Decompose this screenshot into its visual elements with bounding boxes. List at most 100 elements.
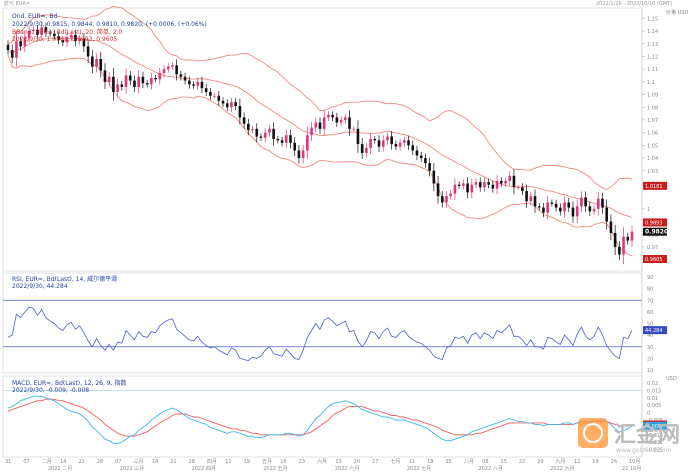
- time-tick-label: 15: [501, 459, 507, 465]
- macd-value-tag: -0.009: [645, 424, 661, 430]
- time-tick-label: 六月: [317, 458, 327, 465]
- candle-body: [230, 102, 233, 108]
- macd-tick-label: 0.02: [647, 381, 658, 387]
- candle-body: [613, 232, 617, 247]
- candle-body: [521, 187, 524, 192]
- candle-body: [23, 37, 27, 47]
- price-tick-label: 1.08: [647, 105, 658, 111]
- candle-body: [550, 202, 554, 204]
- watermark: 汇金网 www.gold678.com: [578, 418, 680, 454]
- legend-bband: BBand, EUR=, Bd(Last), 20, 简单, 2.0: [12, 28, 122, 36]
- last-price-tag-box: [643, 227, 667, 236]
- candle-body: [44, 27, 48, 33]
- candle-body: [217, 95, 221, 101]
- price-tick-label: 1: [647, 207, 650, 213]
- candle-body: [57, 36, 60, 40]
- candle-body: [390, 136, 393, 145]
- candle-body: [213, 95, 216, 97]
- rsi-last-tag-box: [643, 326, 667, 335]
- time-month-label: 22 10月: [622, 466, 641, 472]
- candle-body: [225, 103, 229, 108]
- price-tick-label: 1.12: [647, 54, 658, 60]
- candle-body: [403, 140, 406, 143]
- candle-body: [415, 150, 419, 156]
- candle-body: [596, 198, 600, 209]
- time-tick-label: 21: [170, 459, 176, 465]
- candle-body: [19, 41, 22, 47]
- time-tick-label: 23: [299, 459, 305, 465]
- macd-axis-title: USD: [666, 376, 677, 382]
- candle-body: [297, 150, 301, 159]
- time-tick-label: 三月: [133, 459, 143, 465]
- legend-ohlc: 2022/9/30, 0.9815, 0.9844, 0.9810, 0.982…: [12, 21, 207, 28]
- candle-body: [310, 127, 313, 136]
- watermark-text: 汇金网: [614, 422, 680, 448]
- time-tick-label: 11: [225, 459, 231, 465]
- candle-body: [10, 50, 14, 58]
- candle-body: [563, 202, 566, 212]
- candle-body: [436, 183, 440, 197]
- candle-body: [65, 37, 69, 43]
- candle-body: [192, 84, 195, 86]
- candle-body: [335, 117, 339, 123]
- time-tick-label: 四月: [207, 459, 217, 465]
- bband-lower-tag-box: [643, 255, 667, 264]
- time-tick-label: 27: [372, 459, 378, 465]
- candle-body: [6, 45, 10, 51]
- candle-body: [504, 180, 507, 184]
- legend-rsi: RSI, EUR=, Bd(Last), 14, 威尔德平滑: [12, 275, 117, 283]
- time-tick-label: 31: [5, 459, 11, 465]
- rsi-tick-label: 80: [647, 287, 653, 293]
- candle-body: [369, 139, 372, 148]
- candle-body: [601, 198, 604, 208]
- candle-body: [99, 58, 103, 71]
- time-month-label: 2022 五月: [263, 466, 287, 472]
- watermark-url: www.gold678.com: [616, 447, 671, 454]
- time-tick-label: 18: [427, 459, 433, 465]
- candle-body: [112, 76, 115, 93]
- candle-body: [166, 66, 170, 70]
- window-title: 欧元 EUR=: [4, 0, 30, 7]
- candle-body: [82, 38, 86, 47]
- candle-body: [141, 76, 145, 84]
- candle-body: [171, 65, 174, 67]
- bband-lower-line: [7, 55, 633, 257]
- candle-body: [259, 136, 263, 138]
- rsi-tick-label: 90: [647, 275, 653, 281]
- candle-body: [356, 128, 360, 145]
- candle-body: [74, 34, 77, 42]
- macd-tick-label: 0.005: [647, 403, 661, 409]
- time-month-label: 2022 六月: [335, 465, 359, 472]
- candle-body: [322, 117, 326, 129]
- time-tick-label: 19: [592, 459, 598, 465]
- price-axis: 价格 USD 1.15 1.14 1.13 1.12 1.11 1.1 1.09 1.08 1.0…: [642, 9, 688, 264]
- candle-body: [95, 58, 98, 67]
- rsi-tick-label: 40: [647, 333, 653, 339]
- bband-middle-tag: 0.9893: [645, 220, 663, 226]
- candle-body: [209, 92, 212, 96]
- time-month-label: 2022 二月: [48, 466, 72, 472]
- candle-body: [284, 135, 288, 143]
- candle-body: [40, 27, 44, 35]
- candle-body: [559, 207, 562, 212]
- candle-body: [179, 74, 183, 77]
- macd-tick-label: 0.01: [647, 396, 658, 402]
- candle-body: [529, 196, 533, 202]
- candle-body: [499, 180, 503, 184]
- candle-body: [478, 182, 482, 188]
- candle-body: [247, 123, 250, 131]
- candle-body: [154, 78, 157, 80]
- time-tick-label: 14: [60, 459, 66, 465]
- candle-body: [306, 135, 309, 151]
- time-tick-label: 20: [354, 459, 360, 465]
- candle-body: [440, 196, 444, 203]
- candle-body: [394, 144, 398, 147]
- bband-middle-tag-box: [643, 218, 667, 227]
- rsi-series: 90 80 70 60 50 40 30 20 10 44.284: [3, 275, 667, 374]
- time-month-label: 2022 八月: [479, 466, 503, 472]
- candle-body: [289, 135, 292, 143]
- candle-body: [86, 46, 90, 57]
- candle-body: [377, 140, 381, 147]
- candle-body: [373, 139, 377, 141]
- candle-body: [133, 80, 136, 87]
